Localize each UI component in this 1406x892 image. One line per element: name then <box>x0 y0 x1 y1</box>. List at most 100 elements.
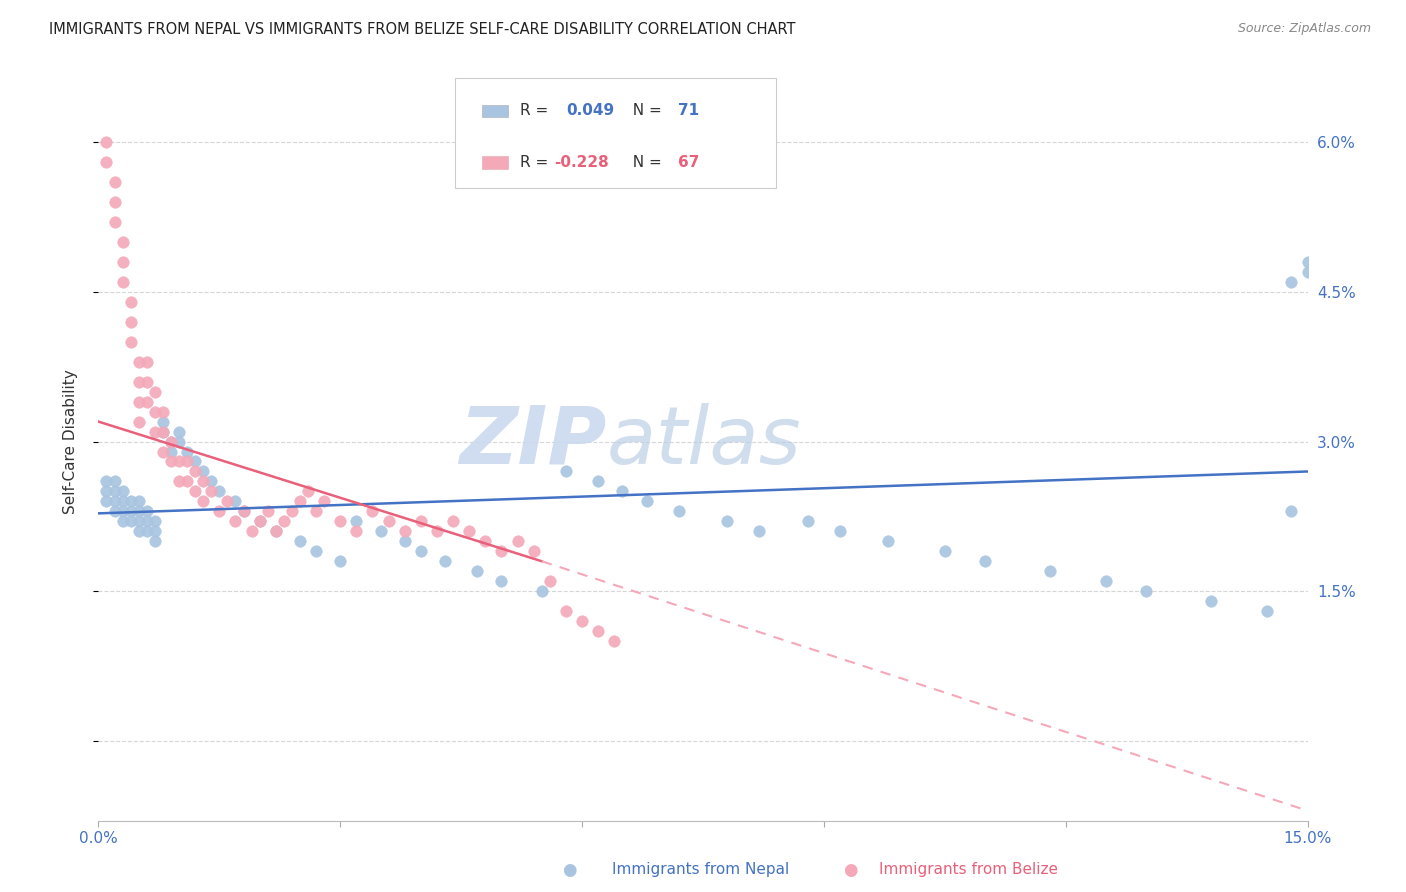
Text: atlas: atlas <box>606 402 801 481</box>
Point <box>361 504 384 518</box>
Point <box>571 614 593 628</box>
Point <box>152 425 174 439</box>
Point <box>538 574 561 589</box>
Text: Immigrants from Belize: Immigrants from Belize <box>879 863 1057 877</box>
Point <box>329 514 352 528</box>
Point <box>716 514 738 528</box>
Text: 67: 67 <box>678 155 699 170</box>
Point <box>135 514 157 528</box>
FancyBboxPatch shape <box>482 156 509 169</box>
Point <box>135 504 157 518</box>
Point <box>111 494 134 508</box>
Point <box>240 524 263 539</box>
Point <box>152 425 174 439</box>
Point <box>281 504 304 518</box>
Point <box>184 484 207 499</box>
Point <box>160 454 183 468</box>
Point <box>103 494 125 508</box>
Point <box>1135 584 1157 599</box>
Point <box>120 334 142 349</box>
Point <box>111 504 134 518</box>
Point <box>160 444 183 458</box>
Point <box>555 465 578 479</box>
Text: R =: R = <box>520 155 554 170</box>
Point <box>152 415 174 429</box>
Text: 0.049: 0.049 <box>567 103 614 119</box>
Point <box>586 475 609 489</box>
Point <box>167 475 190 489</box>
Point <box>394 524 416 539</box>
Point <box>143 514 166 528</box>
Point <box>249 514 271 528</box>
Point <box>193 494 215 508</box>
Point <box>426 524 449 539</box>
Point <box>176 454 198 468</box>
Point <box>120 294 142 309</box>
Point <box>96 494 118 508</box>
Point <box>370 524 392 539</box>
Point <box>128 394 150 409</box>
Point <box>128 504 150 518</box>
Point <box>288 494 311 508</box>
Point <box>103 504 125 518</box>
Point <box>506 534 529 549</box>
Point <box>152 404 174 418</box>
Point <box>111 514 134 528</box>
FancyBboxPatch shape <box>456 78 776 187</box>
Point <box>143 425 166 439</box>
Text: Source: ZipAtlas.com: Source: ZipAtlas.com <box>1237 22 1371 36</box>
Point <box>409 514 432 528</box>
Point <box>377 514 399 528</box>
Point <box>128 514 150 528</box>
Point <box>103 475 125 489</box>
Point <box>1296 255 1319 269</box>
Point <box>797 514 820 528</box>
Point <box>135 524 157 539</box>
Point <box>128 415 150 429</box>
Point <box>491 544 513 558</box>
Point <box>200 475 222 489</box>
Point <box>167 434 190 449</box>
Point <box>232 504 254 518</box>
Point <box>288 534 311 549</box>
Text: ●: ● <box>844 861 858 879</box>
Point <box>612 484 634 499</box>
Text: N =: N = <box>623 155 666 170</box>
Point <box>249 514 271 528</box>
Point <box>474 534 496 549</box>
Point <box>103 195 125 210</box>
Point <box>828 524 851 539</box>
Point <box>96 155 118 169</box>
Point <box>1281 504 1303 518</box>
Point <box>441 514 464 528</box>
Point <box>103 175 125 189</box>
Point <box>668 504 690 518</box>
Point <box>314 494 336 508</box>
Point <box>103 215 125 229</box>
Point <box>256 504 278 518</box>
Point <box>458 524 481 539</box>
Point <box>877 534 900 549</box>
Point <box>394 534 416 549</box>
Text: IMMIGRANTS FROM NEPAL VS IMMIGRANTS FROM BELIZE SELF-CARE DISABILITY CORRELATION: IMMIGRANTS FROM NEPAL VS IMMIGRANTS FROM… <box>49 22 796 37</box>
Point <box>152 444 174 458</box>
Point <box>636 494 658 508</box>
Point <box>1281 275 1303 289</box>
Point <box>135 355 157 369</box>
Point <box>491 574 513 589</box>
Point <box>1039 564 1062 578</box>
Text: 71: 71 <box>678 103 699 119</box>
Point <box>1095 574 1118 589</box>
Point <box>128 355 150 369</box>
Point <box>135 375 157 389</box>
Point <box>103 484 125 499</box>
Point <box>96 135 118 149</box>
Text: ZIP: ZIP <box>458 402 606 481</box>
Point <box>143 404 166 418</box>
Point <box>344 514 367 528</box>
Point <box>523 544 546 558</box>
Point <box>160 434 183 449</box>
Point <box>305 544 328 558</box>
Point <box>176 444 198 458</box>
FancyBboxPatch shape <box>482 105 509 117</box>
